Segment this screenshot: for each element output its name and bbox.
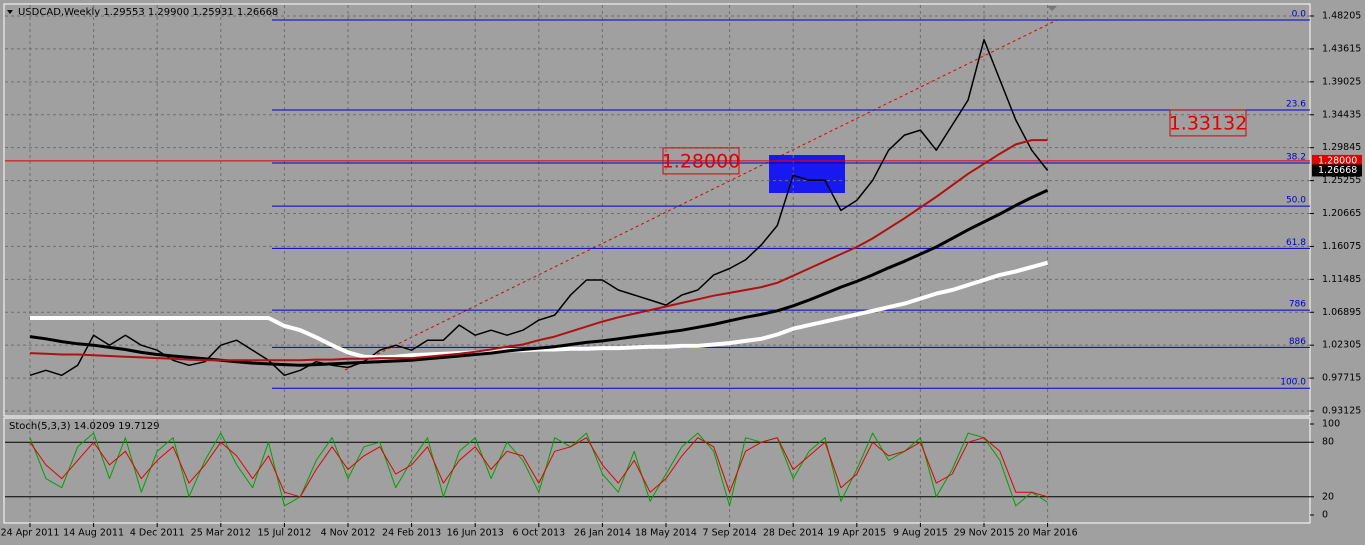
y-tick-label: 100 bbox=[1322, 419, 1340, 430]
x-tick-label: 9 Aug 2015 bbox=[893, 528, 948, 539]
fib-label: 50.0 bbox=[1286, 196, 1306, 206]
fib-label: 786 bbox=[1289, 300, 1306, 310]
y-tick-label: 80 bbox=[1322, 437, 1334, 448]
y-tick-label: 1.34435 bbox=[1322, 109, 1361, 120]
y-tick-label: 1.25255 bbox=[1322, 175, 1361, 186]
y-tick-label: 0.97715 bbox=[1322, 373, 1361, 384]
x-tick-label: 28 Dec 2014 bbox=[763, 528, 824, 539]
x-tick-label: 26 Jan 2014 bbox=[574, 528, 631, 539]
x-tick-label: 25 Mar 2012 bbox=[191, 528, 251, 539]
chart-title: USDCAD,Weekly 1.29553 1.29900 1.25931 1.… bbox=[18, 7, 278, 18]
main-panel-frame bbox=[3, 3, 1311, 417]
fib-label: 100.0 bbox=[1280, 378, 1306, 388]
stoch-title: Stoch(5,3,3) 14.0209 19.7129 bbox=[9, 421, 160, 432]
fib-label: 61.8 bbox=[1286, 238, 1306, 248]
y-tick-label: 1.29845 bbox=[1322, 142, 1361, 153]
y-tick-label: 1.20665 bbox=[1322, 208, 1361, 219]
shift-marker bbox=[1047, 6, 1057, 11]
x-tick-label: 20 Mar 2016 bbox=[1017, 528, 1077, 539]
annotation-box bbox=[662, 147, 740, 175]
y-tick-label: 1.11485 bbox=[1322, 274, 1361, 285]
y-tick-label: 1.02305 bbox=[1322, 340, 1361, 351]
x-tick-label: 4 Nov 2012 bbox=[321, 528, 376, 539]
x-tick-label: 29 Nov 2015 bbox=[954, 528, 1015, 539]
price-tag bbox=[1312, 154, 1362, 167]
y-tick-label: 0.93125 bbox=[1322, 406, 1361, 417]
stoch-panel-frame bbox=[3, 417, 1311, 524]
x-tick-label: 14 Aug 2011 bbox=[63, 528, 124, 539]
series-line bbox=[29, 38, 1049, 377]
menu-arrow bbox=[7, 10, 13, 14]
x-tick-label: 7 Sep 2014 bbox=[703, 528, 757, 539]
y-tick-label: 1.16075 bbox=[1322, 241, 1361, 252]
x-tick-label: 16 Jun 2013 bbox=[447, 528, 504, 539]
series-line bbox=[29, 188, 1049, 367]
fib-label: 38.2 bbox=[1286, 153, 1306, 163]
x-tick-label: 24 Feb 2013 bbox=[382, 528, 441, 539]
fib-label: 0.0 bbox=[1292, 9, 1307, 19]
fib-label: 886 bbox=[1289, 337, 1306, 347]
series-line bbox=[29, 437, 1048, 498]
x-tick-label: 6 Oct 2013 bbox=[512, 528, 565, 539]
fib-label: 23.6 bbox=[1286, 99, 1306, 109]
y-tick-label: 1.48205 bbox=[1322, 11, 1361, 22]
annotation-label: 1.33132 bbox=[1169, 112, 1248, 134]
price-tag-label: 1.28000 bbox=[1318, 155, 1357, 166]
y-tick-label: 1.43615 bbox=[1322, 43, 1361, 54]
x-tick-label: 4 Dec 2011 bbox=[130, 528, 185, 539]
y-tick-label: 0 bbox=[1322, 509, 1328, 520]
x-tick-label: 19 Apr 2015 bbox=[827, 528, 886, 539]
y-tick-label: 1.39025 bbox=[1322, 76, 1361, 87]
current-price-label: 1.26668 bbox=[1318, 165, 1357, 176]
x-tick-label: 18 May 2014 bbox=[635, 528, 697, 539]
series-line bbox=[29, 432, 1048, 507]
annotation-label: 1.28000 bbox=[662, 150, 741, 172]
x-tick-label: 24 Apr 2011 bbox=[1, 528, 60, 539]
trend-line bbox=[344, 19, 1058, 371]
y-tick-label: 20 bbox=[1322, 491, 1334, 502]
annotation-box bbox=[1169, 109, 1247, 137]
x-tick-label: 15 Jul 2012 bbox=[258, 528, 312, 539]
current-price-tag bbox=[1312, 164, 1362, 177]
y-tick-label: 1.06895 bbox=[1322, 307, 1361, 318]
series-line bbox=[29, 139, 1048, 362]
